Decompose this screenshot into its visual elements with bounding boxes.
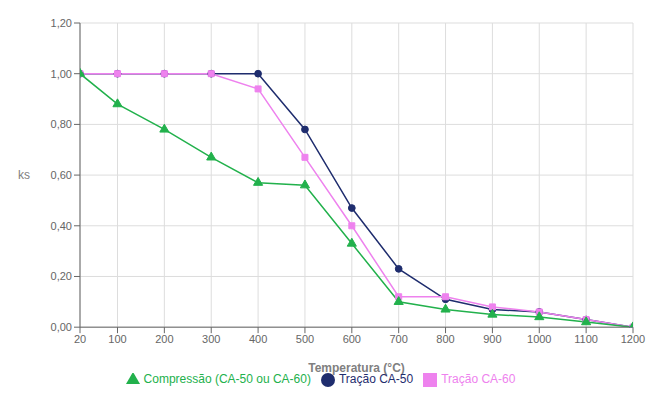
svg-text:300: 300	[202, 333, 220, 345]
svg-text:1000: 1000	[527, 333, 551, 345]
svg-text:600: 600	[343, 333, 361, 345]
svg-text:20: 20	[74, 333, 86, 345]
svg-text:0,20: 0,20	[51, 270, 72, 282]
svg-text:Temperatura (°C): Temperatura (°C)	[308, 361, 405, 375]
svg-text:0,40: 0,40	[51, 220, 72, 232]
svg-text:1,00: 1,00	[51, 68, 72, 80]
svg-text:0,60: 0,60	[51, 169, 72, 181]
svg-text:1200: 1200	[621, 333, 645, 345]
svg-text:700: 700	[389, 333, 407, 345]
svg-text:800: 800	[436, 333, 454, 345]
svg-text:900: 900	[483, 333, 501, 345]
svg-text:200: 200	[155, 333, 173, 345]
svg-text:ks: ks	[18, 168, 30, 182]
svg-text:0,00: 0,00	[51, 321, 72, 333]
svg-text:500: 500	[296, 333, 314, 345]
svg-text:100: 100	[108, 333, 126, 345]
svg-text:400: 400	[249, 333, 267, 345]
svg-text:1100: 1100	[574, 333, 598, 345]
svg-text:1,20: 1,20	[51, 17, 72, 29]
html-text:Tração CA-50: Tração CA-50	[339, 372, 414, 387]
svg-text:0,80: 0,80	[51, 118, 72, 130]
html-text:Tração CA-60: Tração CA-60	[441, 372, 516, 387]
html-text:Compressão (CA-50 ou CA-60): Compressão (CA-50 ou CA-60)	[143, 372, 311, 387]
